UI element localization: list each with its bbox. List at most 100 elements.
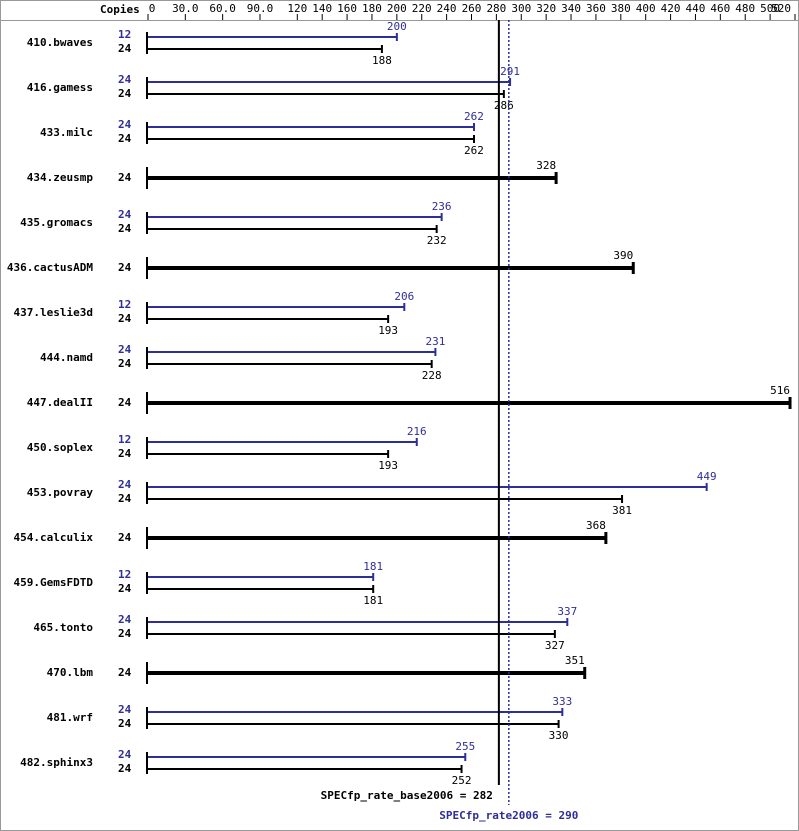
benchmark-name: 433.milc — [40, 126, 93, 139]
copies-header: Copies — [100, 3, 140, 16]
x-tick-label: 460 — [710, 2, 730, 15]
base-copies: 24 — [118, 627, 132, 640]
base-value-label: 188 — [372, 54, 392, 67]
x-tick-label: 60.0 — [209, 2, 236, 15]
x-tick-label: 520 — [771, 2, 791, 15]
base-value-label: 181 — [363, 594, 383, 607]
benchmark-name: 437.leslie3d — [14, 306, 93, 319]
peak-value-label: 333 — [552, 695, 572, 708]
benchmark-name: 454.calculix — [14, 531, 94, 544]
benchmark-name: 436.cactusADM — [7, 261, 93, 274]
peak-copies: 24 — [118, 208, 132, 221]
x-tick-label: 160 — [337, 2, 357, 15]
base-copies: 24 — [118, 261, 132, 274]
peak-value-label: 181 — [363, 560, 383, 573]
x-tick-label: 400 — [636, 2, 656, 15]
benchmark-name: 450.soplex — [27, 441, 94, 454]
peak-copies: 12 — [118, 298, 131, 311]
peak-value-label: 236 — [432, 200, 452, 213]
x-tick-label: 280 — [486, 2, 506, 15]
peak-copies: 24 — [118, 73, 132, 86]
base-copies: 24 — [118, 132, 132, 145]
x-tick-label: 360 — [586, 2, 606, 15]
peak-value-label: 216 — [407, 425, 427, 438]
x-tick-label: 320 — [536, 2, 556, 15]
base-value-label: 516 — [770, 384, 790, 397]
peak-copies: 24 — [118, 478, 132, 491]
x-tick-label: 90.0 — [247, 2, 274, 15]
reference-label: SPECfp_rate2006 = 290 — [439, 809, 578, 822]
benchmark-name: 459.GemsFDTD — [14, 576, 94, 589]
benchmark-name: 465.tonto — [33, 621, 93, 634]
peak-copies: 24 — [118, 343, 132, 356]
benchmark-name: 444.namd — [40, 351, 93, 364]
base-copies: 24 — [118, 531, 132, 544]
base-copies: 24 — [118, 42, 132, 55]
peak-copies: 24 — [118, 613, 132, 626]
x-tick-label: 480 — [735, 2, 755, 15]
base-copies: 24 — [118, 582, 132, 595]
base-copies: 24 — [118, 171, 132, 184]
base-value-label: 232 — [427, 234, 447, 247]
x-tick-label: 140 — [312, 2, 332, 15]
peak-value-label: 206 — [394, 290, 414, 303]
base-value-label: 262 — [464, 144, 484, 157]
peak-value-label: 291 — [500, 65, 520, 78]
base-copies: 24 — [118, 447, 132, 460]
x-tick-label: 420 — [661, 2, 681, 15]
base-copies: 24 — [118, 666, 132, 679]
x-tick-label: 30.0 — [172, 2, 199, 15]
benchmark-name: 434.zeusmp — [27, 171, 94, 184]
peak-copies: 24 — [118, 703, 132, 716]
x-tick-label: 300 — [511, 2, 531, 15]
benchmark-name: 482.sphinx3 — [20, 756, 93, 769]
benchmark-name: 481.wrf — [47, 711, 93, 724]
peak-copies: 12 — [118, 433, 131, 446]
x-tick-label: 500 — [760, 2, 780, 15]
base-value-label: 228 — [422, 369, 442, 382]
base-value-label: 286 — [494, 99, 514, 112]
peak-copies: 12 — [118, 28, 131, 41]
base-copies: 24 — [118, 492, 132, 505]
peak-copies: 12 — [118, 568, 131, 581]
base-copies: 24 — [118, 717, 132, 730]
benchmark-name: 416.gamess — [27, 81, 93, 94]
base-value-label: 193 — [378, 324, 398, 337]
base-copies: 24 — [118, 762, 132, 775]
x-tick-label: 340 — [561, 2, 581, 15]
x-tick-label: 0 — [149, 2, 156, 15]
benchmark-name: 453.povray — [27, 486, 94, 499]
base-value-label: 390 — [613, 249, 633, 262]
base-copies: 24 — [118, 357, 132, 370]
peak-copies: 24 — [118, 118, 132, 131]
x-tick-label: 440 — [686, 2, 706, 15]
x-tick-label: 380 — [611, 2, 631, 15]
x-tick-label: 120 — [287, 2, 307, 15]
peak-value-label: 337 — [557, 605, 577, 618]
base-value-label: 328 — [536, 159, 556, 172]
x-tick-label: 200 — [387, 2, 407, 15]
base-copies: 24 — [118, 222, 132, 235]
base-value-label: 193 — [378, 459, 398, 472]
x-tick-label: 220 — [412, 2, 432, 15]
base-value-label: 368 — [586, 519, 606, 532]
peak-value-label: 231 — [425, 335, 445, 348]
benchmark-name: 470.lbm — [47, 666, 94, 679]
base-value-label: 330 — [549, 729, 569, 742]
base-value-label: 381 — [612, 504, 632, 517]
benchmark-name: 447.dealII — [27, 396, 93, 409]
x-tick-label: 260 — [462, 2, 482, 15]
base-copies: 24 — [118, 312, 132, 325]
peak-value-label: 255 — [455, 740, 475, 753]
x-tick-label: 180 — [362, 2, 382, 15]
x-tick-label: 240 — [437, 2, 457, 15]
base-value-label: 327 — [545, 639, 565, 652]
peak-value-label: 262 — [464, 110, 484, 123]
peak-value-label: 449 — [697, 470, 717, 483]
base-value-label: 252 — [452, 774, 472, 787]
base-copies: 24 — [118, 87, 132, 100]
base-value-label: 351 — [565, 654, 585, 667]
benchmark-name: 435.gromacs — [20, 216, 93, 229]
base-copies: 24 — [118, 396, 132, 409]
